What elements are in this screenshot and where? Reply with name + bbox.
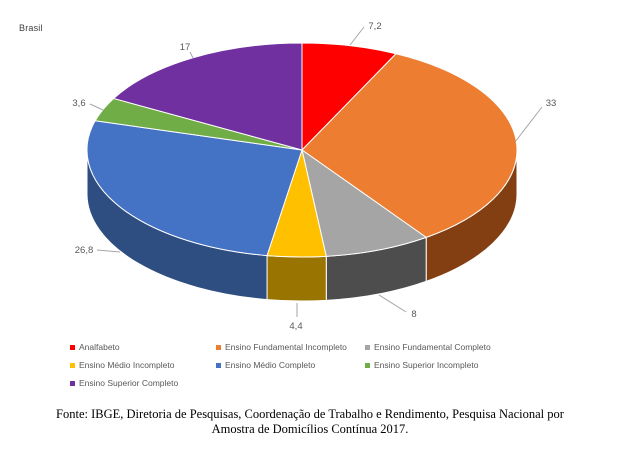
data-label-6: 17 (180, 42, 191, 53)
legend-swatch-icon (216, 344, 221, 350)
legend-label: Ensino Superior Completo (79, 378, 179, 388)
data-label-4: 26,8 (75, 245, 94, 256)
leader-line-5 (89, 103, 104, 111)
legend-item-2: Ensino Fundamental Completo (365, 338, 545, 356)
source-caption: Fonte: IBGE, Diretoria de Pesquisas, Coo… (0, 407, 620, 437)
chart-title: Brasil (19, 23, 43, 33)
data-label-3: 4,4 (289, 321, 302, 332)
legend-label: Ensino Superior Incompleto (374, 360, 479, 370)
legend-label: Ensino Fundamental Incompleto (225, 342, 347, 352)
legend-swatch-icon (365, 362, 370, 368)
data-label-0: 7,2 (368, 21, 381, 32)
legend-swatch-icon (216, 362, 221, 368)
legend-item-3: Ensino Médio Incompleto (70, 356, 216, 374)
leader-line-1 (514, 106, 543, 143)
legend-item-1: Ensino Fundamental Incompleto (216, 338, 365, 356)
source-caption-line1: Fonte: IBGE, Diretoria de Pesquisas, Coo… (56, 407, 564, 421)
legend-item-4: Ensino Médio Completo (216, 356, 365, 374)
leader-line-0 (349, 26, 365, 46)
leader-line-6 (189, 51, 194, 59)
legend: Analfabeto Ensino Fundamental Incompleto E… (70, 338, 570, 392)
pie-chart: 7,2 33 8 4,4 26,8 3,6 17 (72, 21, 557, 332)
pie-slice-2 (301, 149, 427, 257)
source-caption-line2: Amostra de Domicílios Contínua 2017. (211, 422, 409, 436)
data-label-1: 33 (546, 98, 557, 109)
legend-swatch-icon (365, 344, 370, 350)
legend-label: Ensino Fundamental Completo (374, 342, 491, 352)
legend-swatch-icon (70, 380, 75, 386)
legend-label: Ensino Médio Incompleto (79, 360, 175, 370)
legend-swatch-icon (70, 344, 75, 350)
leader-line-4 (96, 249, 121, 253)
legend-swatch-icon (70, 362, 75, 368)
legend-label: Analfabeto (79, 342, 120, 352)
legend-label: Ensino Médio Completo (225, 360, 316, 370)
legend-item-5: Ensino Superior Incompleto (365, 356, 545, 374)
pie-slice-1 (301, 53, 518, 238)
pie-slice-side-3 (266, 255, 327, 302)
legend-item-0: Analfabeto (70, 338, 216, 356)
pie-slice-4 (86, 120, 303, 257)
legend-item-6: Ensino Superior Completo (70, 374, 216, 392)
data-label-5: 3,6 (72, 98, 85, 109)
data-label-2: 8 (411, 309, 416, 320)
leader-line-2 (378, 294, 407, 313)
